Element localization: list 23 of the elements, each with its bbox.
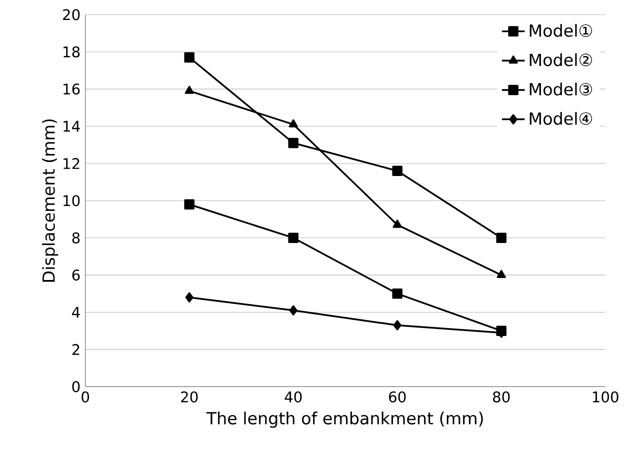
x-tick-label: 60 <box>389 391 406 402</box>
legend-label: Model② <box>530 53 592 66</box>
y-tick-label: 10 <box>64 195 80 206</box>
x-axis-title: The length of embankment (mm) <box>206 412 483 428</box>
x-tick-label: 0 <box>82 391 90 402</box>
y-tick-label: 6 <box>72 270 80 281</box>
x-tick-label: 100 <box>592 391 618 402</box>
y-tick-label: 8 <box>72 232 80 244</box>
y-tick-label: 4 <box>72 306 80 318</box>
x-tick-label: 40 <box>284 391 302 402</box>
legend-label: Model① <box>530 24 592 37</box>
y-tick-label: 0 <box>72 381 80 392</box>
y-tick-label: 12 <box>64 158 80 169</box>
y-tick-label: 18 <box>64 46 80 58</box>
x-tick-label: 80 <box>493 391 510 402</box>
y-tick-label: 20 <box>63 9 80 20</box>
y-axis-title: Displacement (mm) <box>42 119 58 282</box>
legend-label: Model④ <box>530 112 592 125</box>
y-tick-label: 2 <box>72 344 80 355</box>
x-tick-label: 20 <box>181 391 198 402</box>
legend-label: Model③ <box>530 82 592 96</box>
y-tick-label: 14 <box>64 120 80 132</box>
y-tick-label: 16 <box>64 84 80 95</box>
